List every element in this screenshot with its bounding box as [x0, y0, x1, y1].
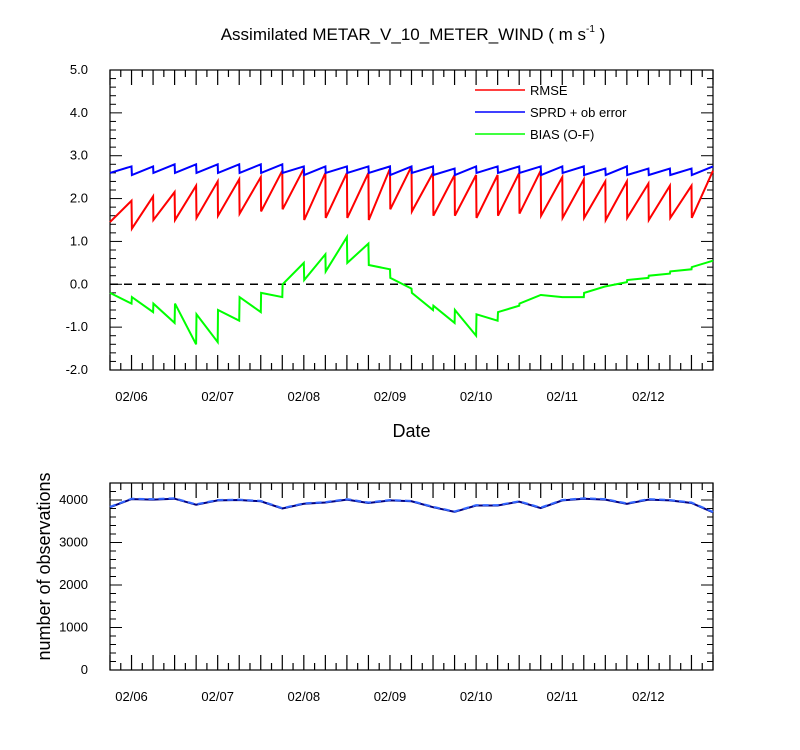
x-tick-label: 02/09 [374, 689, 407, 704]
chart-title-sup: -1 [586, 24, 595, 35]
x-tick-label: 02/07 [201, 389, 234, 404]
series-line-sprd-ob-error [109, 162, 714, 177]
x-tick-label: 02/08 [288, 689, 321, 704]
x-axis-label: Date [392, 421, 430, 441]
y-tick-label: 0 [81, 662, 88, 677]
x-tick-label: 02/08 [288, 389, 321, 404]
y-tick-label: 1.0 [70, 233, 88, 248]
legend-label: SPRD + ob error [530, 105, 627, 120]
y-tick-label: 3.0 [70, 148, 88, 163]
x-tick-label: 02/10 [460, 689, 493, 704]
plot-frame [109, 482, 714, 671]
y-tick-label: 3000 [59, 535, 88, 550]
series-line-rmse [109, 165, 714, 232]
y-tick-label: -1.0 [66, 319, 88, 334]
top-panel: 02/06 02/07 02/08 02/09 02/10 02/11 02/12 -2.0 -… [66, 62, 714, 441]
legend-label: RMSE [530, 83, 568, 98]
x-tick-label: 02/12 [632, 389, 665, 404]
y-tick-label: 2.0 [70, 191, 88, 206]
chart-title: Assimilated METAR_V_10_METER_WIND ( m s-… [221, 24, 606, 44]
x-tick-label: 02/10 [460, 389, 493, 404]
y-tick-label: -2.0 [66, 362, 88, 377]
x-tick-label: 02/11 [546, 689, 578, 704]
x-tick-label: 02/12 [632, 689, 665, 704]
y-tick-label: 0.0 [70, 276, 88, 291]
legend-label: BIAS (O-F) [530, 127, 594, 142]
x-tick-label: 02/09 [374, 389, 407, 404]
y-tick-label: 2000 [59, 577, 88, 592]
chart-title-main: Assimilated METAR_V_10_METER_WIND ( m s [221, 25, 586, 44]
y-tick-label: 5.0 [70, 62, 88, 77]
series-line-obs-1 [109, 497, 714, 513]
bottom-panel: 02/06 02/07 02/08 02/09 02/10 02/11 02/12 0 1000… [34, 472, 714, 704]
chart-title-tail: ) [595, 25, 605, 44]
x-tick-label: 02/06 [115, 389, 148, 404]
x-tick-label: 02/06 [115, 689, 148, 704]
series-line-obs-0 [109, 497, 714, 514]
y-axis-label: number of observations [34, 472, 54, 660]
series-line-bias-o-f [109, 233, 714, 346]
y-tick-label: 4.0 [70, 105, 88, 120]
x-tick-label: 02/07 [201, 689, 234, 704]
y-tick-label: 4000 [59, 492, 88, 507]
y-tick-label: 1000 [59, 620, 88, 635]
x-tick-label: 02/11 [546, 389, 578, 404]
